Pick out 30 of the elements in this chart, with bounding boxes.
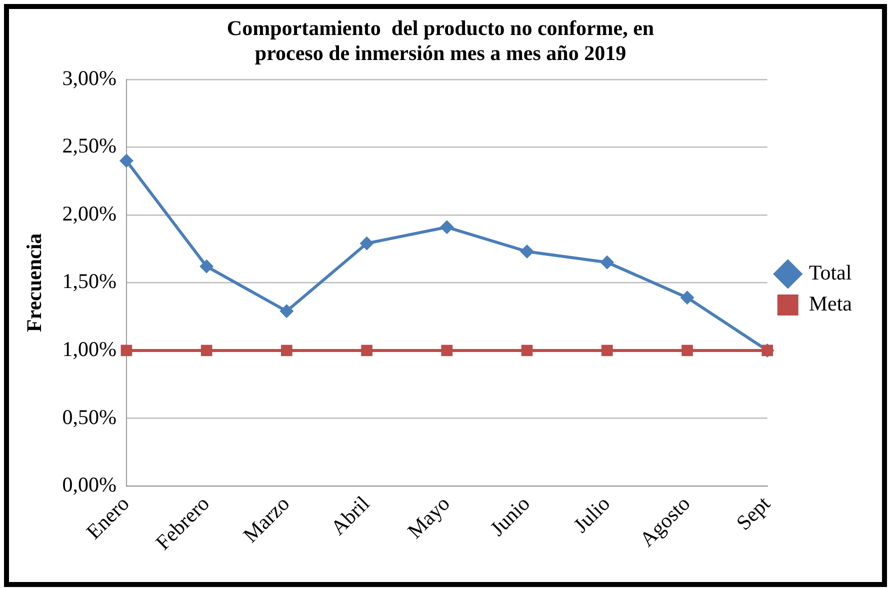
point [521, 344, 533, 356]
y-tick-label: 1,00% [62, 336, 116, 361]
point [200, 259, 214, 274]
y-tick-label: 0,00% [62, 472, 116, 497]
y-tick-label: 0,50% [62, 404, 116, 429]
legend-label: Meta [808, 292, 853, 316]
text: proceso de inmersión mes a mes año 2019 [254, 41, 626, 66]
point [280, 304, 294, 318]
point [440, 220, 454, 234]
text: Comportamiento del producto no conforme, en [226, 16, 654, 40]
point [682, 344, 693, 356]
point [360, 236, 374, 250]
point [680, 290, 694, 305]
point [441, 344, 453, 356]
point [119, 154, 134, 168]
point [281, 344, 292, 356]
y-tick-label: 1,50% [62, 269, 116, 294]
x-tick-label: Julio [568, 491, 615, 538]
y-axis-title: Frecuencia [22, 232, 46, 332]
point [361, 344, 372, 356]
y-tick-label: 2,50% [62, 134, 116, 158]
point [520, 244, 534, 259]
point [120, 344, 132, 356]
point [600, 255, 614, 270]
y-tick-label: 3,00% [62, 66, 116, 90]
y-tick-label: 2,00% [62, 201, 116, 226]
point [200, 344, 212, 356]
legend-label: Total [808, 260, 852, 285]
point [601, 344, 613, 356]
x-tick-label: Sept [731, 491, 775, 535]
